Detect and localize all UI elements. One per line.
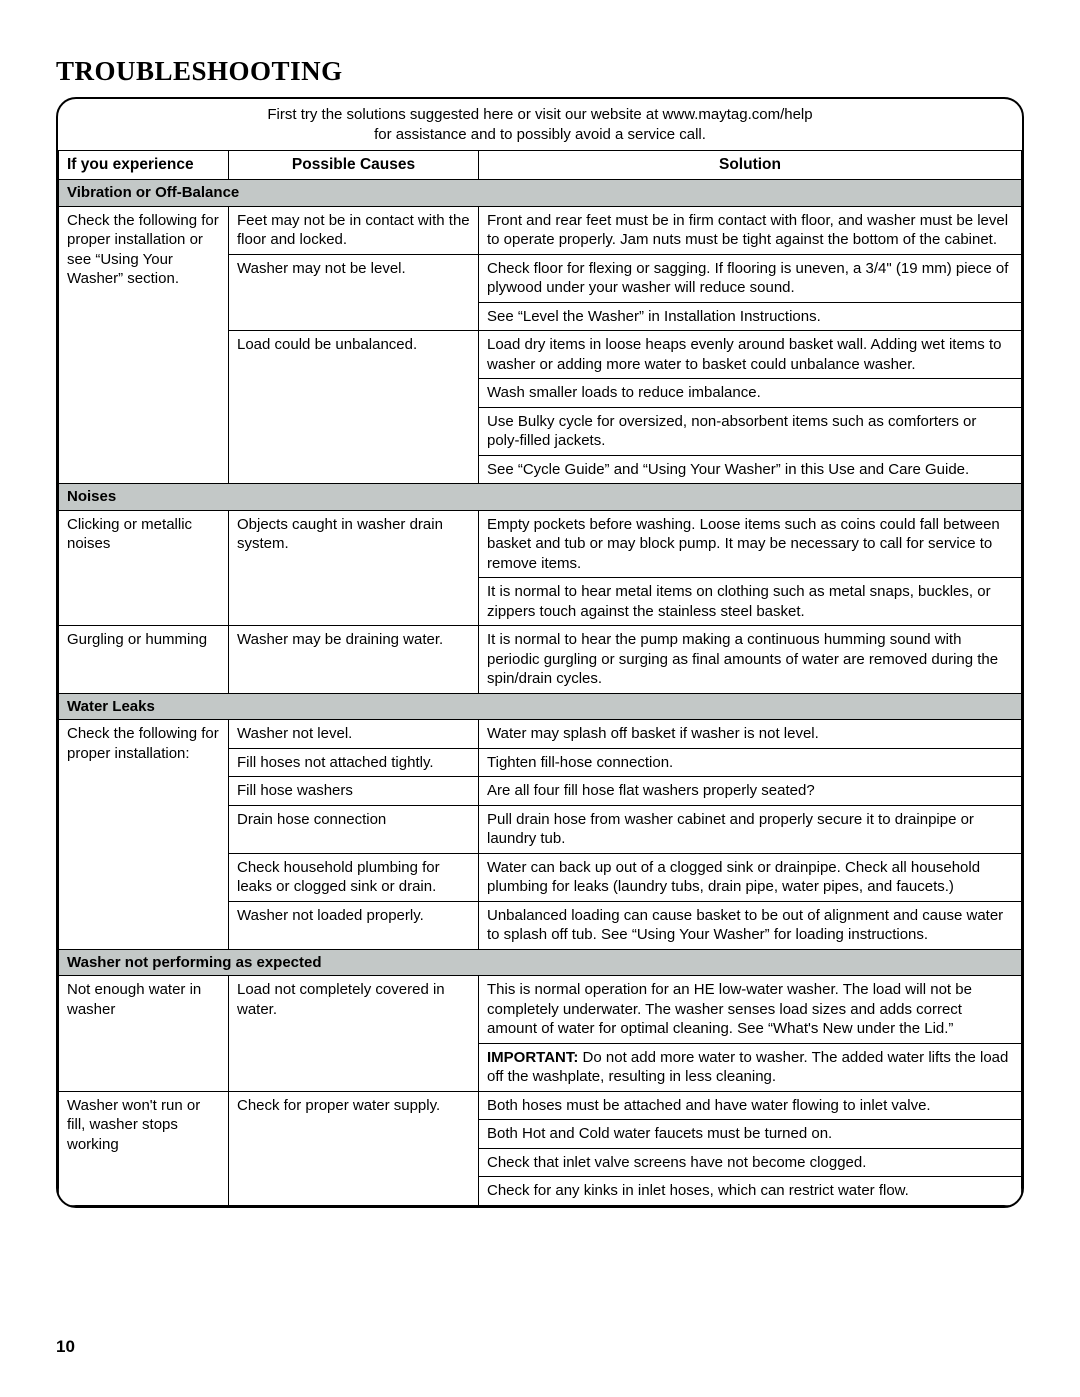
cell-solution: Front and rear feet must be in firm cont… — [479, 206, 1022, 254]
cell-cause: Fill hoses not attached tightly. — [229, 748, 479, 777]
cell-issue: Washer won't run or fill, washer stops w… — [59, 1091, 229, 1205]
cell-issue: Check the following for proper installat… — [59, 206, 229, 484]
col-header-solution: Solution — [479, 151, 1022, 180]
cell-issue: Not enough water in washer — [59, 976, 229, 1092]
cell-solution: Pull drain hose from washer cabinet and … — [479, 805, 1022, 853]
cell-cause: Load could be unbalanced. — [229, 331, 479, 484]
cell-solution: This is normal operation for an HE low-w… — [479, 976, 1022, 1044]
intro-line-1: First try the solutions suggested here o… — [267, 106, 812, 123]
section-title: Washer not performing as expected — [59, 949, 1022, 976]
cell-solution: See “Level the Washer” in Installation I… — [479, 302, 1022, 331]
cell-solution: Load dry items in loose heaps evenly aro… — [479, 331, 1022, 379]
cell-solution: Empty pockets before washing. Loose item… — [479, 510, 1022, 578]
cell-cause: Drain hose connection — [229, 805, 479, 853]
cell-cause: Load not completely covered in water. — [229, 976, 479, 1092]
cell-solution: Use Bulky cycle for oversized, non-absor… — [479, 407, 1022, 455]
troubleshooting-panel: First try the solutions suggested here o… — [56, 97, 1024, 1208]
cell-cause: Washer not level. — [229, 720, 479, 749]
cell-issue: Check the following for proper installat… — [59, 720, 229, 950]
cell-solution: Are all four fill hose flat washers prop… — [479, 777, 1022, 806]
section-header: Water Leaks — [59, 693, 1022, 720]
cell-cause: Fill hose washers — [229, 777, 479, 806]
cell-cause: Feet may not be in contact with the floo… — [229, 206, 479, 254]
cell-solution: It is normal to hear metal items on clot… — [479, 578, 1022, 626]
important-label: IMPORTANT: — [487, 1049, 578, 1066]
page-number: 10 — [56, 1337, 75, 1357]
col-header-cause: Possible Causes — [229, 151, 479, 180]
section-title: Noises — [59, 484, 1022, 511]
col-header-issue: If you experience — [59, 151, 229, 180]
cell-solution: See “Cycle Guide” and “Using Your Washer… — [479, 455, 1022, 484]
cell-cause: Check household plumbing for leaks or cl… — [229, 853, 479, 901]
section-header: Vibration or Off-Balance — [59, 180, 1022, 207]
table-row: Gurgling or humming Washer may be draini… — [59, 626, 1022, 694]
cell-cause: Objects caught in washer drain system. — [229, 510, 479, 626]
cell-solution: Check that inlet valve screens have not … — [479, 1148, 1022, 1177]
cell-cause: Washer may not be level. — [229, 254, 479, 331]
cell-solution: Check for any kinks in inlet hoses, whic… — [479, 1177, 1022, 1206]
cell-issue: Gurgling or humming — [59, 626, 229, 694]
cell-cause: Washer may be draining water. — [229, 626, 479, 694]
cell-solution: Water may splash off basket if washer is… — [479, 720, 1022, 749]
troubleshooting-table: First try the solutions suggested here o… — [58, 99, 1022, 1206]
section-title: Water Leaks — [59, 693, 1022, 720]
cell-solution: Both Hot and Cold water faucets must be … — [479, 1120, 1022, 1149]
section-header: Washer not performing as expected — [59, 949, 1022, 976]
table-row: Clicking or metallic noises Objects caug… — [59, 510, 1022, 578]
cell-solution: Both hoses must be attached and have wat… — [479, 1091, 1022, 1120]
cell-solution: Tighten fill-hose connection. — [479, 748, 1022, 777]
table-row: Check the following for proper installat… — [59, 720, 1022, 749]
cell-issue: Clicking or metallic noises — [59, 510, 229, 626]
cell-cause: Check for proper water supply. — [229, 1091, 479, 1205]
cell-solution: IMPORTANT: Do not add more water to wash… — [479, 1043, 1022, 1091]
cell-solution: It is normal to hear the pump making a c… — [479, 626, 1022, 694]
cell-cause: Washer not loaded properly. — [229, 901, 479, 949]
table-row: Not enough water in washer Load not comp… — [59, 976, 1022, 1044]
cell-solution: Wash smaller loads to reduce imbalance. — [479, 379, 1022, 408]
table-row: Check the following for proper installat… — [59, 206, 1022, 254]
table-row: Washer won't run or fill, washer stops w… — [59, 1091, 1022, 1120]
cell-solution: Unbalanced loading can cause basket to b… — [479, 901, 1022, 949]
intro-line-2: for assistance and to possibly avoid a s… — [374, 126, 706, 143]
cell-solution: Check floor for flexing or sagging. If f… — [479, 254, 1022, 302]
table-intro: First try the solutions suggested here o… — [59, 99, 1022, 151]
page-title: TROUBLESHOOTING — [56, 56, 1024, 87]
cell-solution: Water can back up out of a clogged sink … — [479, 853, 1022, 901]
table-header-row: If you experience Possible Causes Soluti… — [59, 151, 1022, 180]
section-title: Vibration or Off-Balance — [59, 180, 1022, 207]
section-header: Noises — [59, 484, 1022, 511]
